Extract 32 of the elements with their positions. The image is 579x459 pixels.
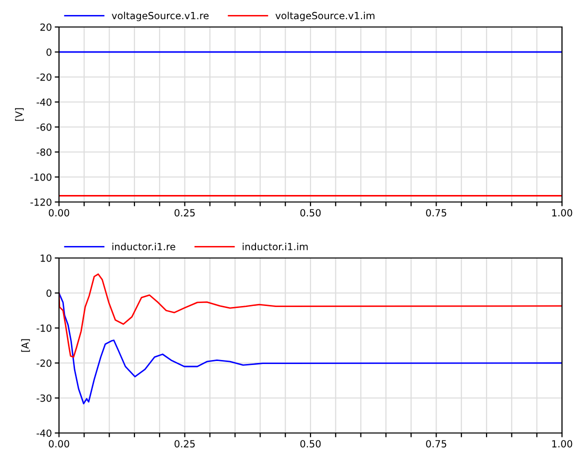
y-tick-label: -120 [30, 198, 52, 206]
y-axis-title: [A] [21, 339, 30, 352]
x-tick-label: 0.75 [426, 209, 446, 216]
line-series [59, 273, 562, 358]
y-tick-label: -80 [36, 148, 52, 156]
y-tick-label: -40 [36, 429, 52, 437]
y-tick-label: -20 [36, 73, 52, 81]
y-tick-label: -10 [36, 324, 52, 332]
x-tick-label: 1.00 [552, 209, 572, 216]
legend-label: voltageSource.v1.re [112, 12, 209, 22]
y-axis-title: [V] [15, 108, 24, 121]
line-series [59, 292, 562, 404]
y-tick-label: 0 [46, 289, 52, 297]
legend-label: inductor.i1.im [242, 242, 308, 250]
x-tick-label: 0.50 [300, 209, 321, 216]
x-tick-label: 1.00 [552, 440, 572, 448]
y-tick-label: 20 [40, 23, 52, 31]
legend-label: voltageSource.v1.im [275, 12, 374, 22]
y-tick-label: 0 [46, 48, 52, 56]
y-tick-label: 10 [40, 254, 52, 262]
y-tick-label: -60 [36, 123, 52, 131]
y-tick-label: -100 [30, 173, 52, 181]
x-tick-label: 0.00 [48, 440, 70, 448]
x-tick-label: 0.25 [174, 209, 195, 216]
y-tick-label: -20 [36, 359, 52, 367]
x-tick-label: 0.75 [426, 440, 446, 448]
legend-label: inductor.i1.re [112, 242, 176, 250]
x-tick-label: 0.25 [174, 440, 195, 448]
x-tick-label: 0.50 [300, 440, 321, 448]
y-tick-label: -40 [36, 98, 52, 106]
x-tick-label: 0.00 [48, 209, 70, 216]
y-tick-label: -30 [36, 394, 52, 402]
